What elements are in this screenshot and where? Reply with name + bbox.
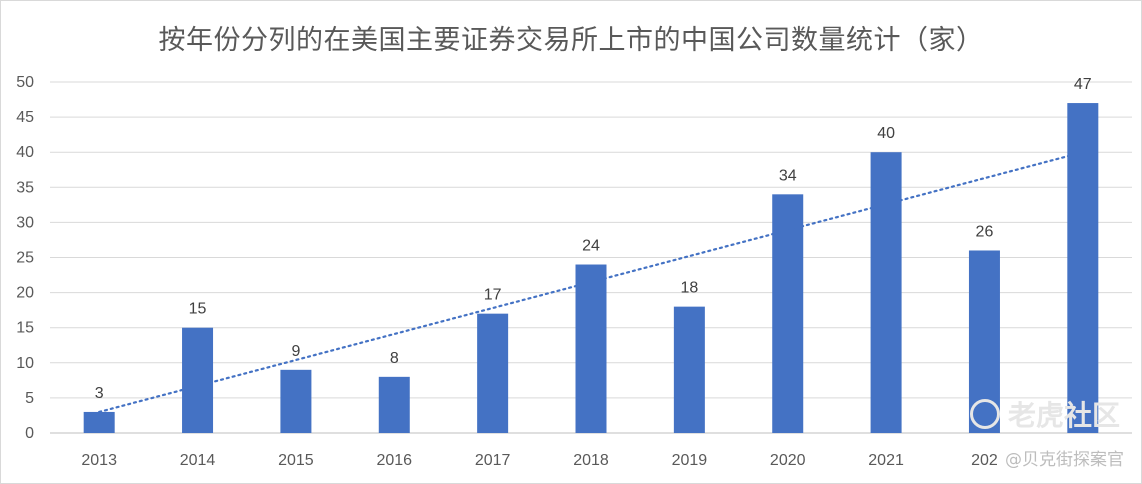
- data-label: 18: [680, 280, 698, 297]
- data-label: 8: [390, 350, 399, 367]
- data-label: 26: [976, 223, 994, 240]
- data-label: 47: [1074, 76, 1092, 93]
- bar: [378, 376, 410, 433]
- x-tick-label: 2013: [81, 452, 117, 469]
- x-tick-label: 2020: [770, 452, 806, 469]
- data-label: 24: [582, 238, 600, 255]
- x-axis: 2013 2014 2015 2016 2017 2018 2019 2020 2021 202: [81, 452, 998, 469]
- trendline-path: [98, 151, 1084, 414]
- y-tick-label: 30: [16, 214, 34, 231]
- y-tick-label: 45: [16, 109, 34, 126]
- bar: [280, 369, 312, 433]
- data-labels: 3 15 9 8 17 24 18 34 40 26 47: [95, 76, 1092, 402]
- x-tick-label: 2019: [672, 452, 708, 469]
- chart-title: 按年份分列的在美国主要证券交易所上市的中国公司数量统计（家）: [158, 25, 984, 56]
- data-label: 15: [189, 301, 207, 318]
- x-tick-label: 2017: [475, 452, 511, 469]
- y-tick-label: 10: [16, 355, 34, 372]
- bar: [477, 313, 509, 433]
- data-label: 17: [484, 287, 502, 304]
- x-tick-label: 2016: [376, 452, 412, 469]
- data-label: 34: [779, 167, 797, 184]
- x-tick-label: 2014: [180, 452, 216, 469]
- bar: [870, 152, 902, 433]
- y-tick-label: 35: [16, 179, 34, 196]
- x-tick-label: 202: [971, 452, 998, 469]
- data-label: 40: [877, 125, 895, 142]
- bar: [673, 306, 705, 433]
- x-tick-label: 2021: [868, 452, 904, 469]
- bar: [772, 194, 804, 433]
- y-tick-label: 25: [16, 250, 34, 267]
- bar: [83, 411, 115, 433]
- y-tick-label: 40: [16, 144, 34, 161]
- y-tick-label: 20: [16, 285, 34, 302]
- bar: [575, 264, 607, 433]
- y-axis: 0 5 10 15 20 25 30 35 40 45 50: [16, 74, 34, 442]
- tiger-logo-icon: [969, 399, 1000, 429]
- bar-series: [83, 103, 1099, 433]
- y-tick-label: 0: [25, 425, 34, 442]
- data-label: 3: [95, 385, 104, 402]
- x-tick-label: 2018: [573, 452, 609, 469]
- watermark-brand: 老虎社区: [1007, 399, 1120, 432]
- bar: [182, 327, 214, 433]
- watermark-credit: @贝克街探案官: [1005, 450, 1124, 470]
- data-label: 9: [291, 343, 300, 360]
- y-tick-label: 15: [16, 320, 34, 337]
- trendline: [98, 151, 1084, 414]
- watermark: 老虎社区: [969, 394, 1120, 434]
- x-tick-label: 2015: [278, 452, 314, 469]
- bar: [1067, 103, 1099, 433]
- y-tick-label: 50: [16, 74, 34, 91]
- y-tick-label: 5: [25, 390, 34, 407]
- grid-lines: [50, 81, 1132, 434]
